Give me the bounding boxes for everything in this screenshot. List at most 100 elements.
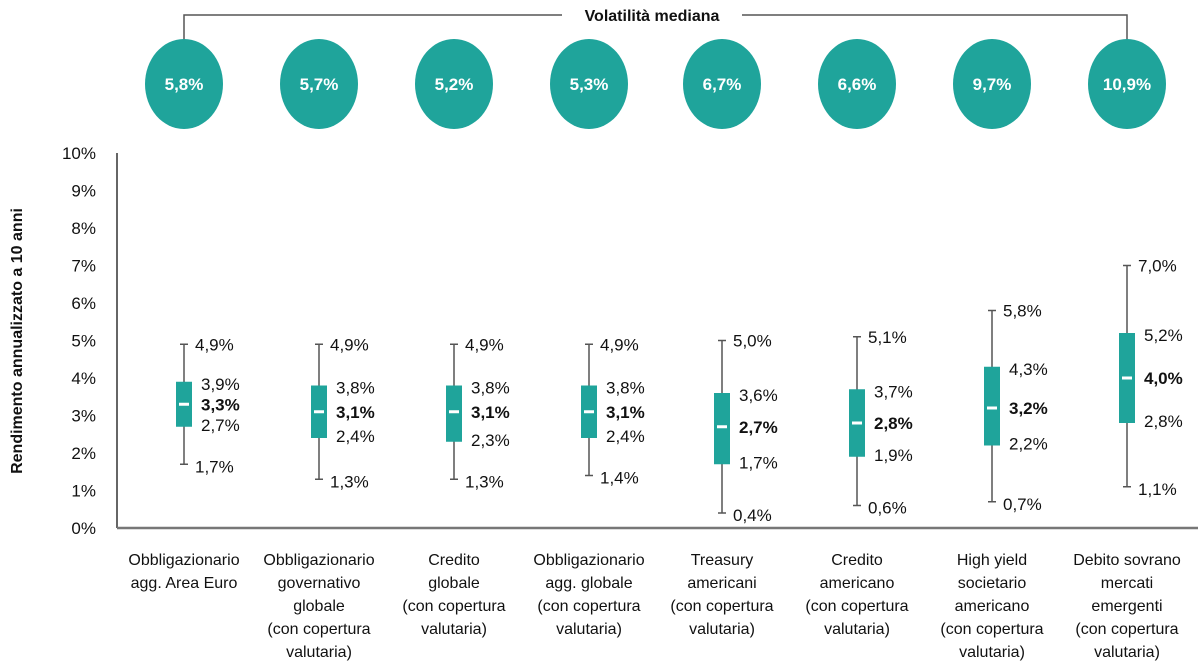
bubble-value: 10,9% xyxy=(1103,75,1151,94)
volatility-title: Volatilità mediana xyxy=(585,8,720,25)
bubble-value: 5,8% xyxy=(165,75,204,94)
y-tick-label: 0% xyxy=(71,519,96,538)
iqr-box xyxy=(446,385,462,442)
median-label: 3,2% xyxy=(1009,399,1048,418)
bubble-circle xyxy=(953,39,1031,129)
iqr-box xyxy=(984,366,1000,446)
max-label: 4,9% xyxy=(600,335,639,354)
iqr-box xyxy=(714,393,730,465)
q3-label: 3,8% xyxy=(471,379,510,398)
median-label: 3,1% xyxy=(471,403,510,422)
bubble-circle xyxy=(818,39,896,129)
bubble-value: 5,7% xyxy=(300,75,339,94)
max-label: 4,9% xyxy=(465,335,504,354)
bubble-value: 5,2% xyxy=(435,75,474,94)
q3-label: 4,3% xyxy=(1009,360,1048,379)
volatility-bubble: 9,7% xyxy=(953,39,1031,129)
volatility-bracket: Volatilità mediana xyxy=(183,8,1128,40)
max-label: 5,8% xyxy=(1003,302,1042,321)
volatility-bubbles: 5,8% 5,7% 5,2% 5,3% 6,7% 6,6% 9,7% 10,9% xyxy=(145,39,1166,129)
category-label: High yield societario americano (con copert… xyxy=(940,552,1043,661)
y-tick-label: 6% xyxy=(71,294,96,313)
volatility-bubble: 6,7% xyxy=(683,39,761,129)
q1-label: 2,4% xyxy=(606,427,645,446)
bubble-circle xyxy=(683,39,761,129)
y-tick-label: 10% xyxy=(62,144,96,163)
q3-label: 3,9% xyxy=(201,375,240,394)
category-label: Treasury americani (con copertura valutaria… xyxy=(670,552,773,638)
q1-label: 2,2% xyxy=(1009,435,1048,454)
volatility-bubble: 5,2% xyxy=(415,39,493,129)
category-label: Credito americano (con copertura valutaria) xyxy=(805,552,908,638)
min-label: 1,7% xyxy=(195,457,234,476)
volatility-bubble: 5,7% xyxy=(280,39,358,129)
max-label: 5,0% xyxy=(733,332,772,351)
q1-label: 2,8% xyxy=(1144,412,1183,431)
bubble-circle xyxy=(145,39,223,129)
bubble-value: 6,6% xyxy=(838,75,877,94)
median-marker xyxy=(449,410,459,414)
box-plot-item: 4,9% 3,8% 3,1% 2,4% 1,4% xyxy=(581,335,645,488)
q3-label: 3,8% xyxy=(336,379,375,398)
max-label: 4,9% xyxy=(195,335,234,354)
bracket-line xyxy=(183,14,1128,40)
y-axis xyxy=(116,153,1198,530)
median-marker xyxy=(179,402,189,406)
median-marker xyxy=(987,406,997,410)
bubble-circle xyxy=(280,39,358,129)
volatility-bubble: 6,6% xyxy=(818,39,896,129)
median-label: 4,0% xyxy=(1144,369,1183,388)
min-label: 0,4% xyxy=(733,506,772,525)
volatility-bubble: 5,3% xyxy=(550,39,628,129)
y-tick-label: 7% xyxy=(71,257,96,276)
category-label: Debito sovrano mercati emergenti (con coper… xyxy=(1073,552,1181,661)
q1-label: 2,7% xyxy=(201,416,240,435)
category-label: Obbligazionario agg. Area Euro xyxy=(128,552,239,592)
y-tick-label: 3% xyxy=(71,407,96,426)
y-axis-ticks: 0% 1% 2% 3% 4% 5% 6% 7% 8% 9% 10% xyxy=(62,144,96,538)
category-labels: Obbligazionario agg. Area Euro Obbligazion… xyxy=(128,552,1181,661)
median-marker xyxy=(717,425,727,429)
y-tick-label: 5% xyxy=(71,332,96,351)
max-label: 4,9% xyxy=(330,335,369,354)
y-axis-label: Rendimento annualizzato a 10 anni xyxy=(9,208,26,474)
y-tick-label: 4% xyxy=(71,369,96,388)
median-label: 2,7% xyxy=(739,418,778,437)
y-tick-label: 2% xyxy=(71,444,96,463)
min-label: 0,6% xyxy=(868,499,907,518)
q3-label: 5,2% xyxy=(1144,326,1183,345)
volatility-bubble: 5,8% xyxy=(145,39,223,129)
box-series: 4,9% 3,9%3,3% 2,7% 1,7% 4,9% 3,8% 3,1% 2,4% 1,3%… xyxy=(176,257,1183,525)
q3-label: 3,7% xyxy=(874,382,913,401)
volatility-bubble: 10,9% xyxy=(1088,39,1166,129)
q1-label: 1,9% xyxy=(874,446,913,465)
bubble-value: 6,7% xyxy=(703,75,742,94)
q3-label: 3,8% xyxy=(606,379,645,398)
q1-label: 2,4% xyxy=(336,427,375,446)
median-label: 3,1% xyxy=(606,403,645,422)
bubble-circle xyxy=(550,39,628,129)
y-tick-label: 8% xyxy=(71,219,96,238)
box-plot-item: 5,8% 4,3% 3,2% 2,2% 0,7% xyxy=(984,302,1048,514)
bubble-circle xyxy=(415,39,493,129)
max-label: 5,1% xyxy=(868,328,907,347)
q1-label: 2,3% xyxy=(471,431,510,450)
box-plot-item: 5,1% 3,7% 2,8% 1,9% 0,6% xyxy=(849,328,913,518)
median-label: 3,3% xyxy=(201,395,240,414)
max-label: 7,0% xyxy=(1138,257,1177,276)
box-plot-item: 7,0% 5,2% 4,0% 2,8% 1,1% xyxy=(1119,257,1183,499)
median-marker xyxy=(314,410,324,414)
box-plot-item: 5,0% 3,6% 2,7% 1,7% 0,4% xyxy=(714,332,778,525)
median-marker xyxy=(584,410,594,414)
q3-label: 3,6% xyxy=(739,386,778,405)
median-label: 3,1% xyxy=(336,403,375,422)
bubble-value: 9,7% xyxy=(973,75,1012,94)
bubble-circle xyxy=(1088,39,1166,129)
bubble-value: 5,3% xyxy=(570,75,609,94)
min-label: 1,4% xyxy=(600,469,639,488)
q1-label: 1,7% xyxy=(739,453,778,472)
min-label: 1,3% xyxy=(330,472,369,491)
box-plot-item: 4,9% 3,9%3,3% 2,7% 1,7% xyxy=(176,335,240,476)
category-label: Credito globale (con copertura valutaria) xyxy=(402,552,505,638)
